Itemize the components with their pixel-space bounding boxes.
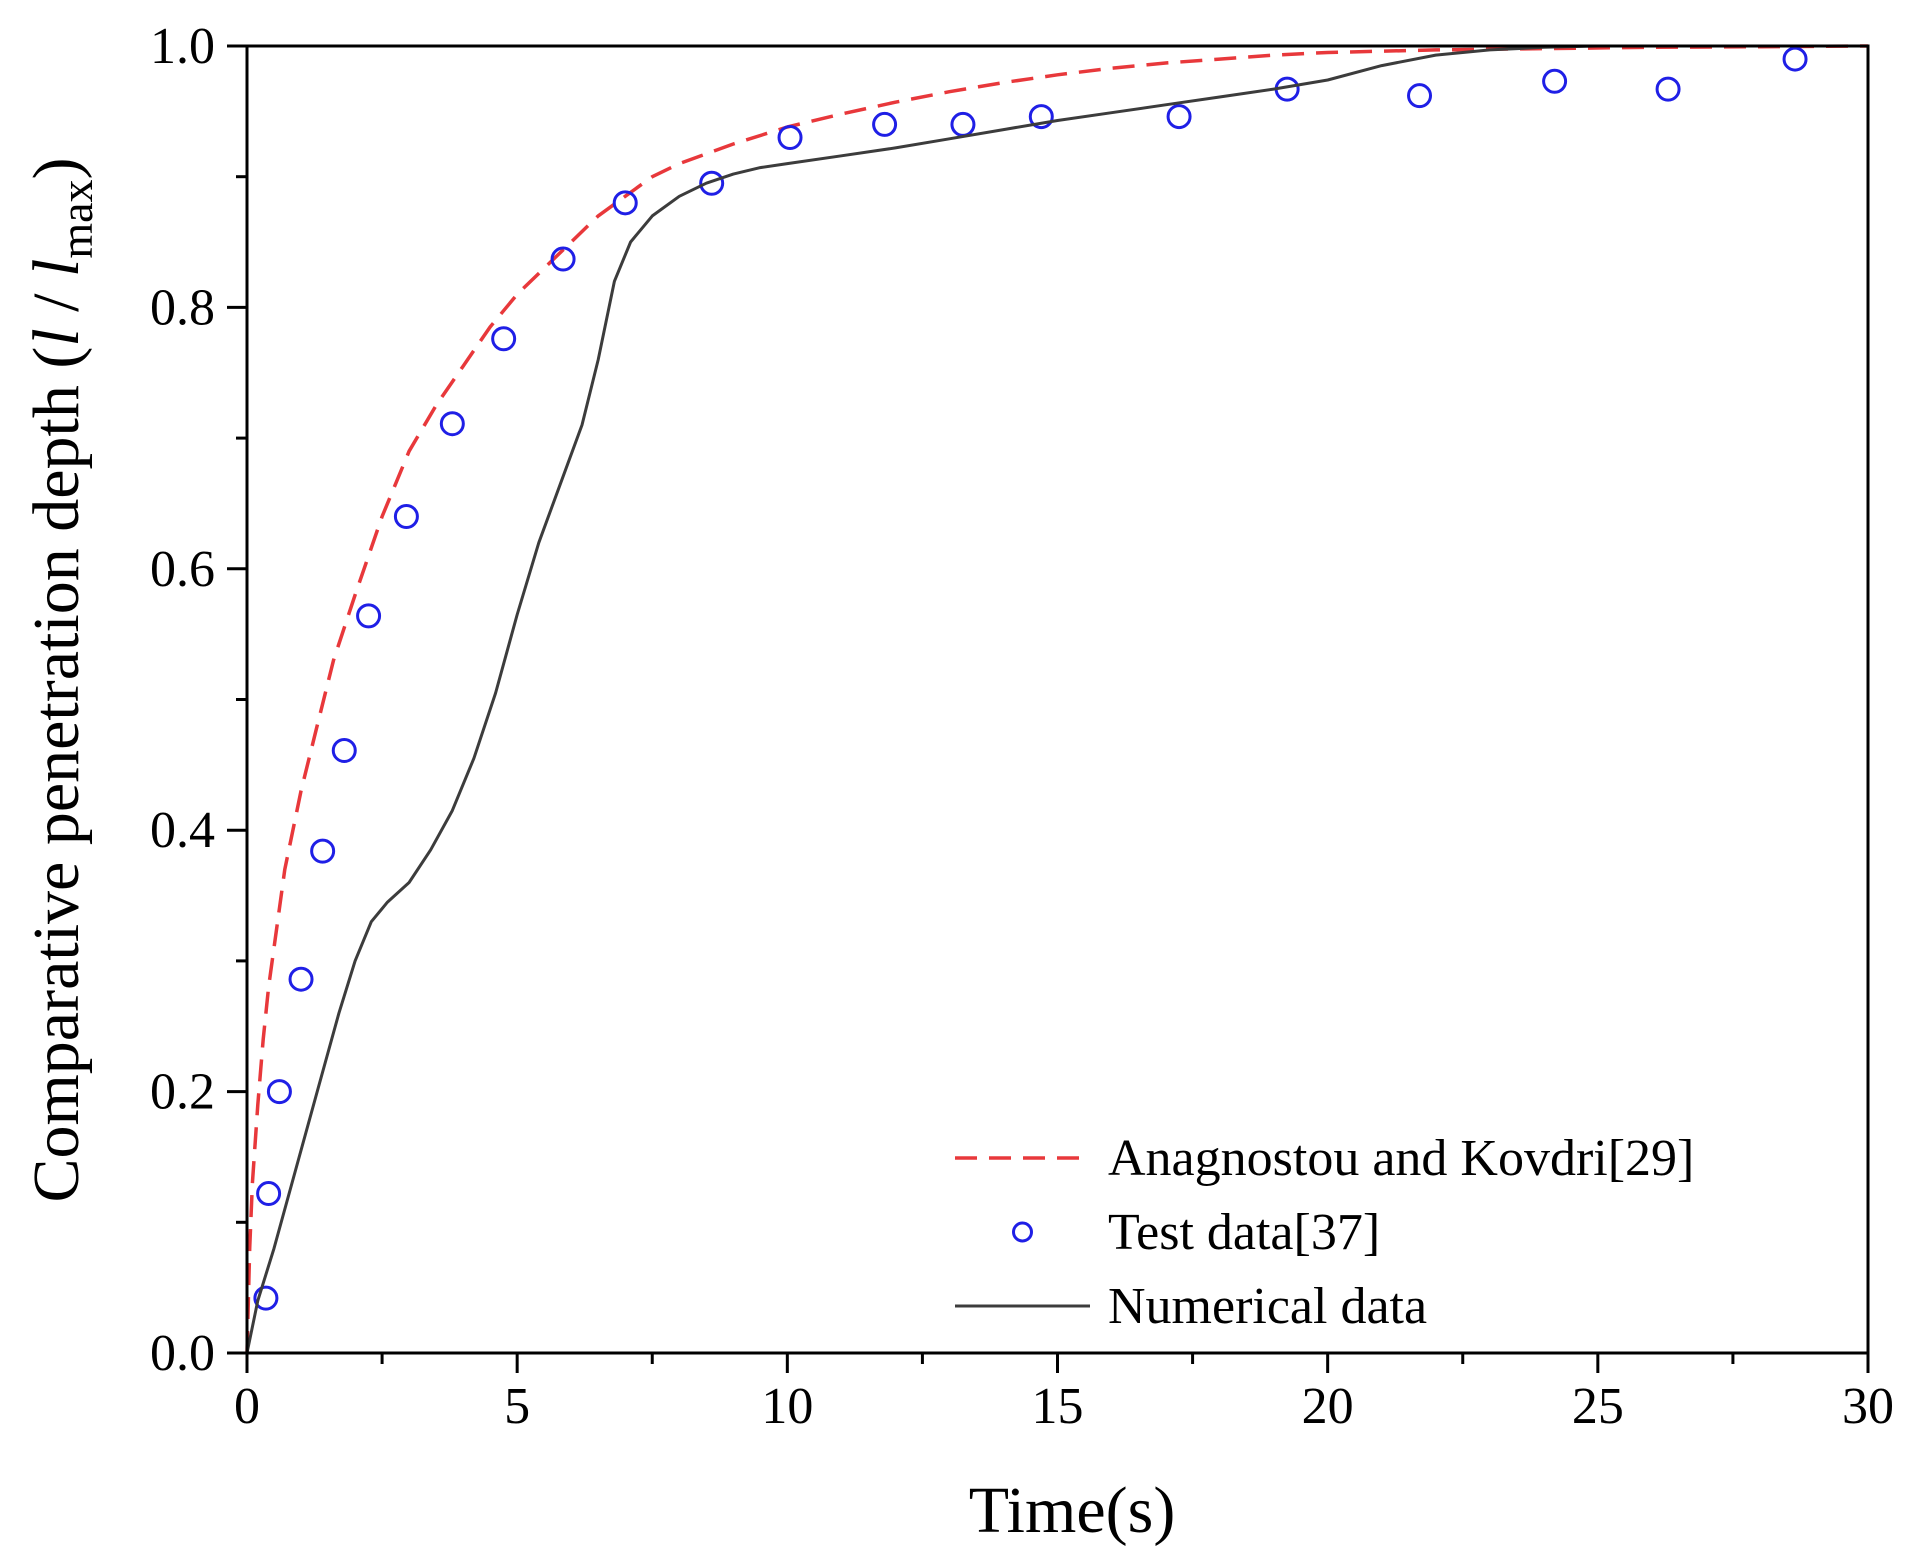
- test-data-point: [1542, 68, 1568, 94]
- y-tick-label: 0.8: [150, 279, 215, 336]
- y-axis-title-l2: l: [20, 259, 93, 277]
- y-tick-label: 0.4: [150, 802, 215, 859]
- test-data-point: [699, 170, 725, 196]
- test-data-point: [256, 1181, 282, 1207]
- y-tick-label: 0.0: [150, 1325, 215, 1382]
- test-data-point: [1655, 76, 1681, 102]
- test-data-point: [550, 246, 576, 272]
- test-data-point: [288, 966, 314, 992]
- x-axis-title: Time(s): [969, 1474, 1176, 1547]
- test-data-point: [331, 737, 357, 763]
- test-data-point: [253, 1285, 279, 1311]
- legend: Anagnostou and Kovdri[29] Test data[37] Nu…: [955, 1130, 1694, 1335]
- analytical-series-line: [245, 44, 1869, 1354]
- y-axis-title-suffix: ): [20, 157, 93, 179]
- test-data-point: [1407, 83, 1433, 109]
- test-data-point: [310, 838, 336, 864]
- test-data-point: [872, 111, 898, 137]
- legend-label: Test data[37]: [1108, 1204, 1380, 1261]
- x-tick-label: 25: [1572, 1378, 1624, 1435]
- test-data-point: [950, 111, 976, 137]
- test-data-point: [356, 603, 382, 629]
- y-tick-label: 1.0: [150, 18, 215, 75]
- test-data-point: [266, 1079, 292, 1105]
- y-axis-title-slash: /: [20, 277, 93, 328]
- y-tick-label: 0.2: [150, 1064, 215, 1121]
- legend-label: Numerical data: [1108, 1278, 1427, 1335]
- test-data-point: [491, 326, 517, 352]
- test-data-point: [777, 124, 803, 150]
- y-axis-title-subscript: max: [51, 179, 102, 258]
- x-tick-label: 15: [1032, 1378, 1084, 1435]
- legend-marker-test: [1012, 1221, 1033, 1243]
- y-axis-title-l1: l: [20, 328, 93, 346]
- test-data-point: [393, 504, 419, 530]
- x-tick-label: 10: [761, 1378, 813, 1435]
- plot-area: [245, 44, 1869, 1354]
- legend-label: Anagnostou and Kovdri[29]: [1108, 1130, 1694, 1187]
- test-data-point: [612, 190, 638, 216]
- x-tick-label: 0: [234, 1378, 260, 1435]
- axes-layer: 0 5 10 15 20 25 30 0.0 0.2 0.4 0.6 0.8 1.0: [150, 18, 1894, 1435]
- x-tick-label: 20: [1302, 1378, 1354, 1435]
- test-data-point: [439, 411, 465, 437]
- test-data-point: [1166, 104, 1192, 130]
- x-tick-label: 5: [504, 1378, 530, 1435]
- y-tick-label: 0.6: [150, 541, 215, 598]
- numerical-series-line: [245, 44, 1868, 1354]
- test-data-point: [1028, 104, 1054, 130]
- y-axis-title: Comparative penetration depth (l / lmax): [20, 157, 102, 1202]
- test-data-point: [1782, 46, 1808, 72]
- y-axis-title-prefix: Comparative penetration depth (: [20, 347, 93, 1203]
- x-tick-label: 30: [1842, 1378, 1894, 1435]
